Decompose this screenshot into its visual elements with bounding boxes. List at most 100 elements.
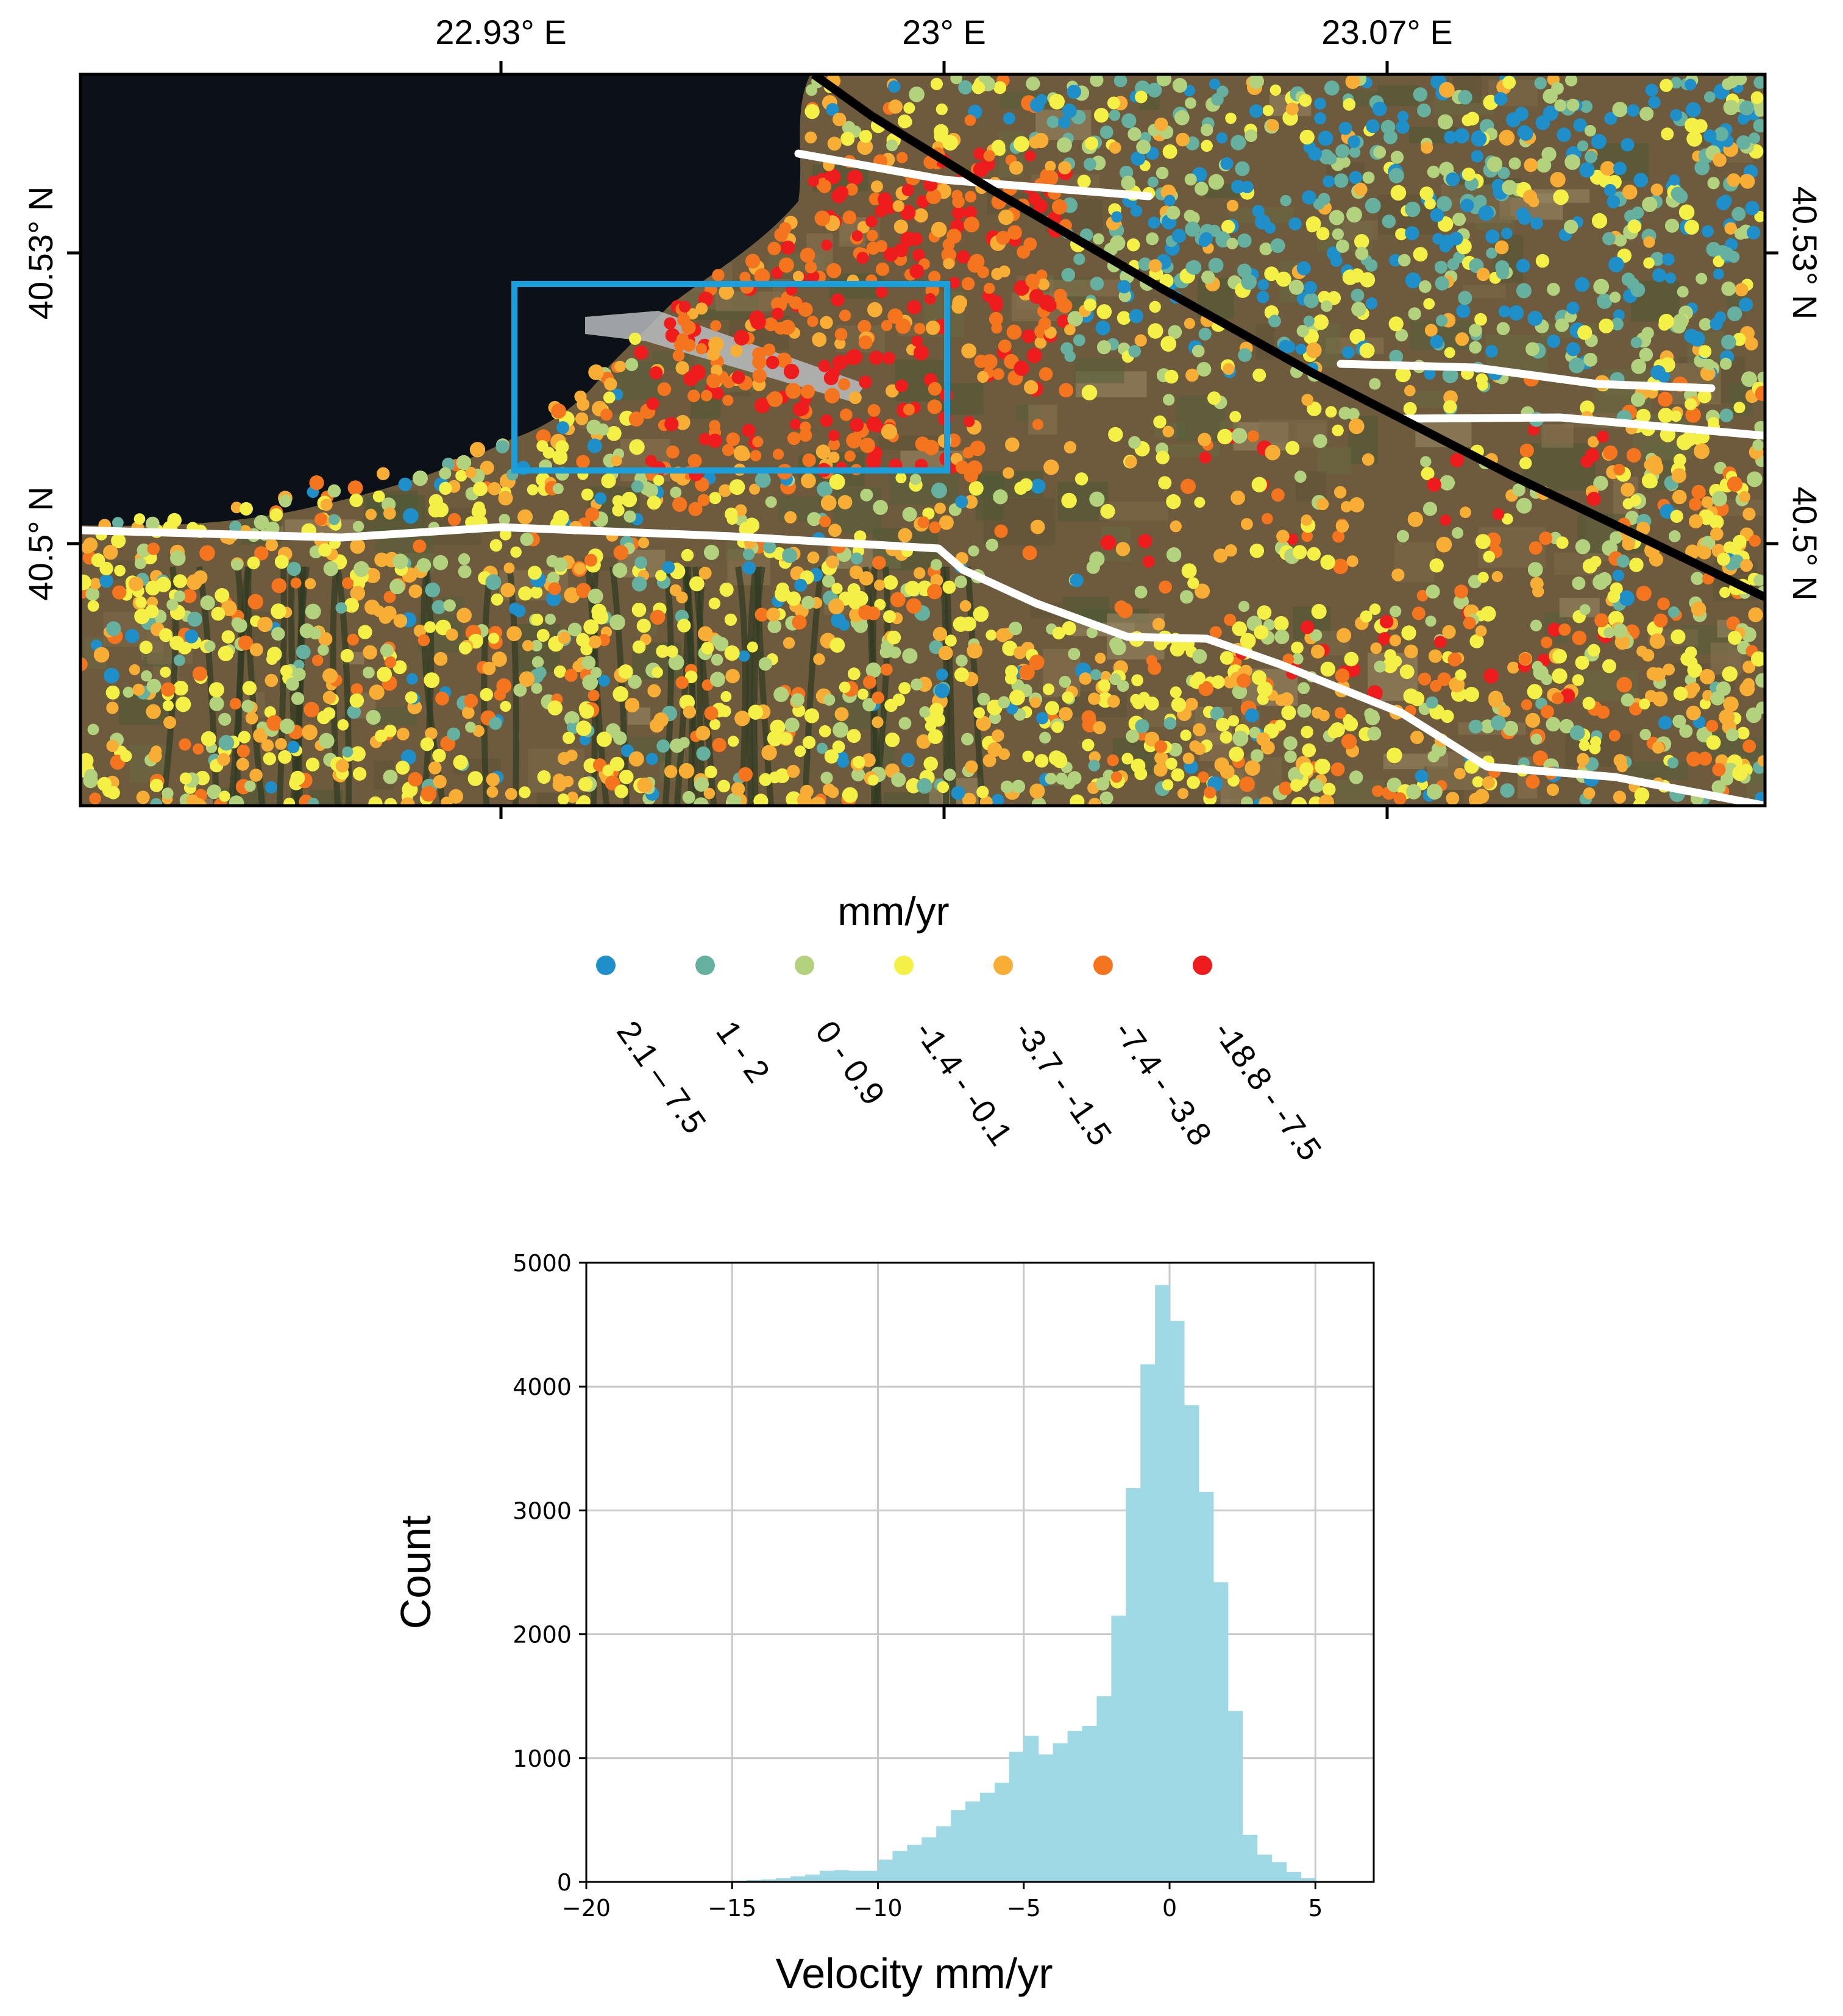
ps-point bbox=[1028, 192, 1041, 205]
ps-point bbox=[1464, 687, 1479, 702]
ps-point bbox=[1388, 168, 1404, 183]
ps-point bbox=[784, 717, 800, 733]
ps-point bbox=[936, 669, 948, 681]
ps-point bbox=[1042, 170, 1059, 186]
histogram-bar-25 bbox=[1067, 1731, 1083, 1882]
land-patch bbox=[1028, 404, 1057, 435]
histogram-bar-35 bbox=[1213, 1582, 1229, 1882]
ps-point bbox=[1500, 783, 1515, 798]
ps-point bbox=[1274, 630, 1290, 644]
ps-point bbox=[618, 664, 633, 680]
ps-point bbox=[161, 682, 176, 697]
ps-point bbox=[1496, 322, 1510, 335]
ps-point bbox=[1707, 177, 1720, 190]
ps-point bbox=[786, 764, 800, 778]
ps-point bbox=[936, 103, 948, 115]
ps-point bbox=[1045, 701, 1059, 715]
ps-point bbox=[1572, 577, 1586, 590]
ps-point bbox=[1346, 207, 1362, 223]
ps-point bbox=[536, 629, 550, 642]
ps-point bbox=[750, 314, 766, 330]
ps-point bbox=[1059, 675, 1071, 688]
ps-point bbox=[473, 501, 485, 514]
ps-point bbox=[335, 602, 347, 614]
ps-point bbox=[347, 705, 361, 719]
ps-point bbox=[309, 475, 324, 491]
ps-point bbox=[1247, 430, 1259, 442]
ps-point bbox=[1529, 541, 1543, 555]
ps-point bbox=[928, 729, 943, 744]
ps-point bbox=[1556, 536, 1569, 549]
ps-point bbox=[1614, 234, 1627, 247]
ps-point bbox=[1230, 135, 1246, 151]
ps-point bbox=[1612, 569, 1624, 581]
ps-point bbox=[943, 768, 956, 781]
ps-point bbox=[1739, 491, 1751, 503]
ps-point bbox=[669, 584, 682, 597]
ps-point bbox=[1736, 135, 1751, 150]
ps-point bbox=[1430, 680, 1442, 692]
ps-point bbox=[518, 586, 533, 601]
ps-point bbox=[103, 545, 118, 560]
ps-point bbox=[576, 720, 592, 736]
ps-point bbox=[695, 302, 708, 315]
ps-point bbox=[695, 343, 708, 355]
ps-point bbox=[1668, 174, 1680, 186]
ps-point bbox=[672, 497, 687, 512]
ps-point bbox=[601, 474, 616, 489]
ps-point bbox=[1109, 141, 1121, 154]
ps-point bbox=[1211, 93, 1224, 106]
ps-point bbox=[1518, 211, 1532, 225]
ps-point bbox=[800, 385, 815, 399]
ps-point bbox=[1232, 730, 1249, 747]
ps-point bbox=[211, 606, 225, 621]
ps-point bbox=[807, 512, 822, 527]
ps-point bbox=[964, 468, 979, 483]
ps-point bbox=[1706, 735, 1721, 750]
ps-point bbox=[1712, 762, 1726, 776]
ps-point bbox=[1516, 497, 1532, 514]
ps-point bbox=[1256, 732, 1270, 747]
ps-point bbox=[804, 104, 820, 119]
ravine bbox=[746, 566, 759, 805]
ps-point bbox=[1643, 257, 1655, 269]
ps-point bbox=[1442, 367, 1458, 383]
ps-point bbox=[750, 450, 762, 461]
ps-point bbox=[828, 452, 840, 463]
ps-point bbox=[372, 490, 385, 503]
ps-point bbox=[1314, 98, 1326, 110]
ps-point bbox=[1237, 233, 1252, 248]
ps-point bbox=[711, 634, 723, 647]
ps-point bbox=[823, 694, 836, 706]
ps-point bbox=[1029, 289, 1045, 304]
ps-point bbox=[200, 595, 215, 611]
ps-point bbox=[1368, 709, 1379, 722]
ravine bbox=[751, 566, 765, 805]
histogram-x-axis-label: Velocity mm/yr bbox=[775, 1950, 1053, 1997]
ps-point bbox=[722, 444, 734, 456]
ps-point bbox=[828, 524, 842, 538]
ps-point bbox=[1418, 672, 1432, 686]
ps-point bbox=[872, 691, 884, 705]
ps-point bbox=[83, 537, 98, 552]
ps-point bbox=[1280, 194, 1291, 207]
ps-point bbox=[1416, 589, 1429, 602]
ps-point bbox=[1643, 236, 1655, 248]
ps-point bbox=[712, 269, 725, 282]
ps-point bbox=[1593, 279, 1610, 295]
ps-point bbox=[1440, 514, 1451, 526]
histogram-bar-6 bbox=[790, 1876, 806, 1882]
ps-point bbox=[824, 388, 840, 403]
ps-point bbox=[1711, 780, 1726, 795]
ps-point bbox=[527, 484, 539, 495]
ps-point bbox=[1299, 94, 1312, 107]
ps-point bbox=[623, 510, 636, 523]
ps-point bbox=[1393, 792, 1407, 805]
ps-point bbox=[1053, 753, 1068, 768]
ps-point bbox=[1360, 610, 1372, 623]
ps-point bbox=[628, 411, 644, 427]
ps-point bbox=[591, 667, 602, 678]
ps-point bbox=[755, 472, 771, 488]
ps-point bbox=[1029, 697, 1042, 708]
ps-point bbox=[1600, 161, 1615, 176]
